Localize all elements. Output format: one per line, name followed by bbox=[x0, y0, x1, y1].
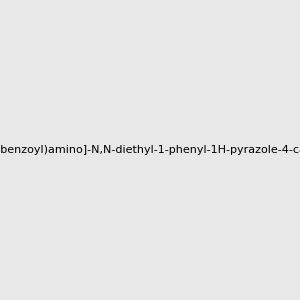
Text: 5-[(2-chlorobenzoyl)amino]-N,N-diethyl-1-phenyl-1H-pyrazole-4-carboxamide: 5-[(2-chlorobenzoyl)amino]-N,N-diethyl-1… bbox=[0, 145, 300, 155]
